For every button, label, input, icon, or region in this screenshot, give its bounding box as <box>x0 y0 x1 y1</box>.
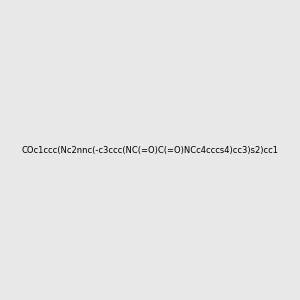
Text: COc1ccc(Nc2nnc(-c3ccc(NC(=O)C(=O)NCc4cccs4)cc3)s2)cc1: COc1ccc(Nc2nnc(-c3ccc(NC(=O)C(=O)NCc4ccc… <box>22 146 278 154</box>
